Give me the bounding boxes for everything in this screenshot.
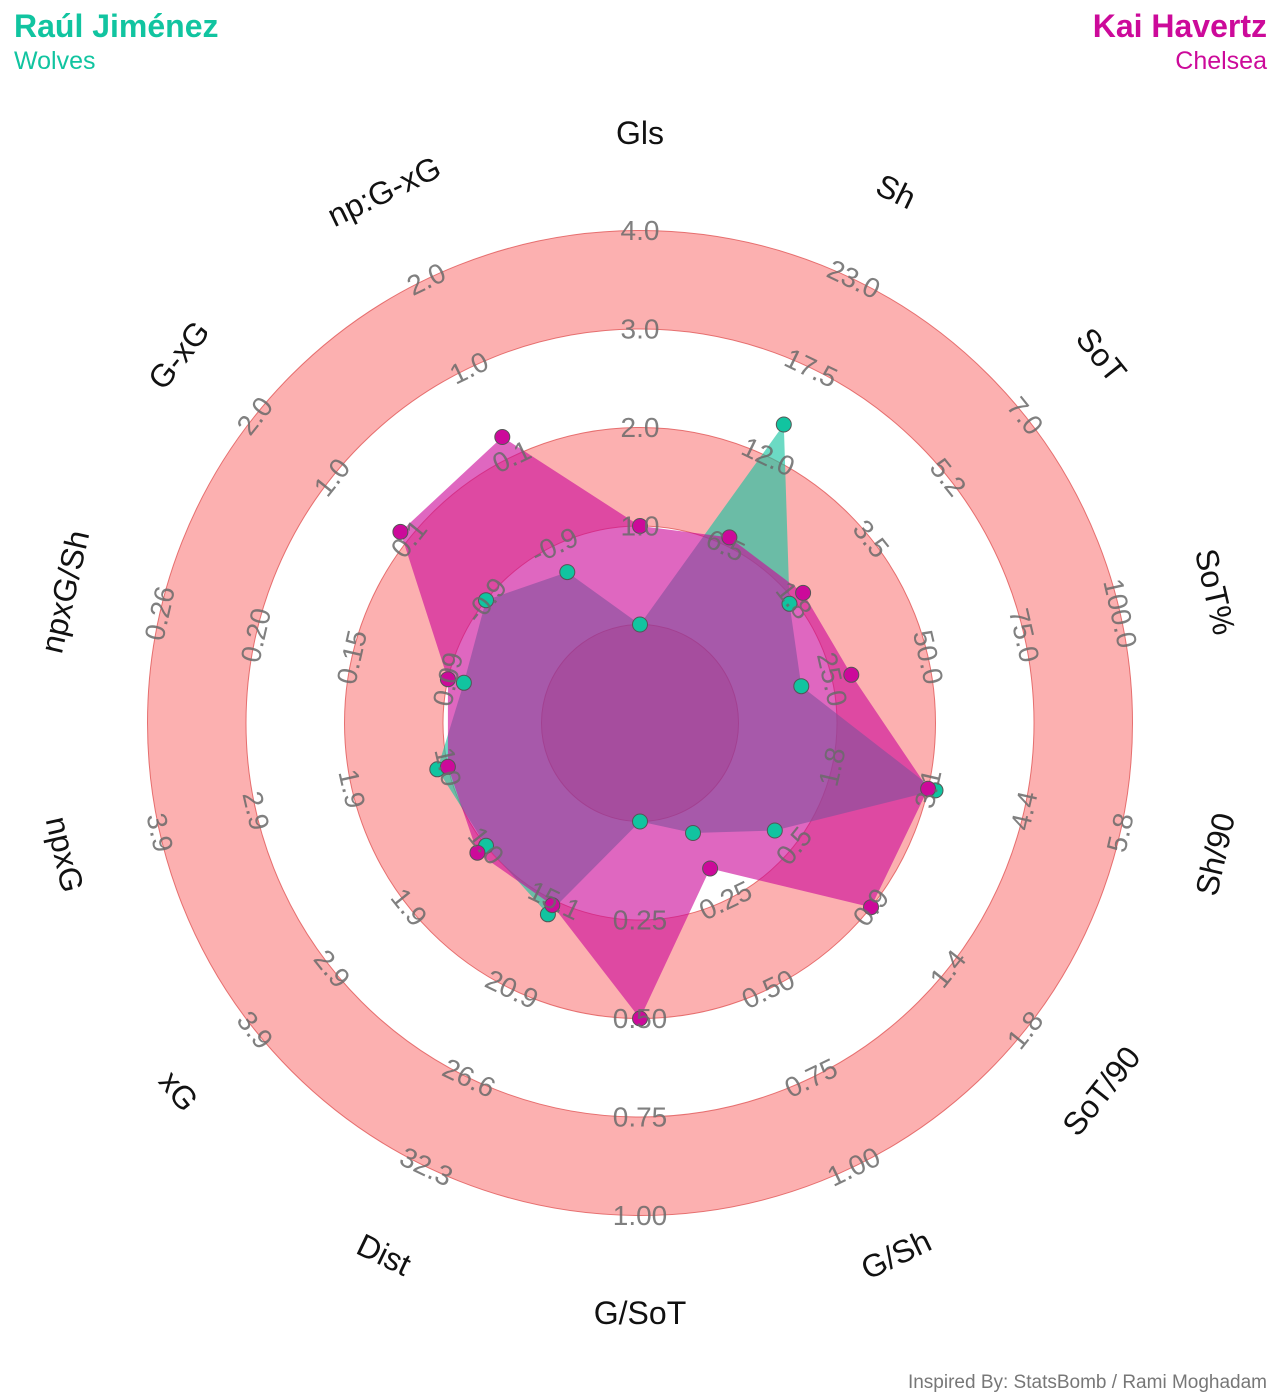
tick-G/SoT-1: 0.25 — [613, 905, 668, 936]
point-left-Gls — [632, 616, 648, 633]
points-layer — [392, 416, 944, 1027]
axis-label-Sh/90: Sh/90 — [1188, 810, 1242, 900]
point-left-np:G-xG — [559, 564, 576, 581]
point-right-G-xG — [392, 523, 409, 540]
left-player-header: Raúl Jiménez Wolves — [14, 6, 219, 76]
point-right-SoT/90 — [863, 899, 879, 916]
axis-label-SoT/90: SoT/90 — [1055, 1039, 1148, 1142]
point-right-G/Sh — [702, 860, 719, 877]
point-right-xG — [469, 844, 486, 861]
point-right-G/SoT — [632, 1010, 648, 1027]
series-area-right — [400, 437, 929, 1019]
ring-band-2 — [147, 230, 1133, 1216]
ring-edge-4 — [147, 230, 1133, 1216]
axis-label-Gls: Gls — [616, 115, 664, 151]
point-right-Dist — [544, 897, 561, 914]
tick-G/SoT-3: 0.75 — [613, 1102, 668, 1133]
axis-label-G/SoT: G/SoT — [594, 1295, 686, 1331]
tick-Gls-1: 1.0 — [621, 511, 660, 542]
series-layer — [400, 424, 936, 1019]
credit-text: Inspired By: StatsBomb / Rami Moghadam — [907, 1372, 1267, 1393]
point-left-G/Sh — [685, 825, 701, 841]
left-player-team: Wolves — [14, 47, 96, 75]
axis-label-Sh: Sh — [871, 167, 922, 216]
axis-label-G/Sh: G/Sh — [855, 1223, 936, 1287]
point-left-Sh — [775, 416, 792, 433]
point-right-Sh — [721, 529, 738, 546]
tick-G/SoT-4: 1.00 — [613, 1200, 668, 1231]
point-left-SoT/90 — [766, 822, 783, 839]
axis-label-npxG: npxG — [39, 813, 91, 896]
point-right-Gls — [632, 518, 648, 534]
point-left-SoT% — [793, 678, 810, 695]
point-left-npxG/Sh — [455, 674, 472, 691]
point-right-Sh/90 — [920, 780, 937, 797]
axis-label-SoT%: SoT% — [1188, 545, 1243, 638]
axis-label-xG: xG — [152, 1064, 206, 1118]
axis-label-SoT: SoT — [1069, 321, 1134, 389]
point-left-G/SoT — [632, 813, 648, 830]
point-right-npxG/Sh — [439, 671, 456, 688]
tick-Gls-2: 2.0 — [621, 412, 660, 443]
point-right-SoT% — [843, 666, 860, 683]
tick-G/SoT-2: 0.50 — [613, 1003, 668, 1034]
right-player-name: Kai Havertz — [1092, 8, 1267, 44]
tick-Gls-3: 3.0 — [621, 314, 660, 345]
point-right-npxG — [439, 758, 456, 775]
axis-label-npxG/Sh: npxG/Sh — [33, 527, 96, 656]
point-left-G-xG — [478, 592, 494, 609]
point-right-SoT — [795, 584, 812, 601]
point-left-SoT — [781, 595, 798, 612]
point-right-np:G-xG — [494, 429, 511, 445]
axis-label-Dist: Dist — [351, 1226, 416, 1282]
tick-Gls-4: 4.0 — [621, 215, 660, 246]
right-player-header: Kai Havertz Chelsea — [1093, 6, 1267, 76]
left-player-name: Raúl Jiménez — [14, 8, 219, 44]
right-player-team: Chelsea — [1175, 47, 1267, 75]
axis-label-np:G-xG: np:G-xG — [322, 149, 447, 234]
ring-edge-3 — [245, 328, 1035, 1118]
axis-label-G-xG: G-xG — [141, 314, 217, 396]
